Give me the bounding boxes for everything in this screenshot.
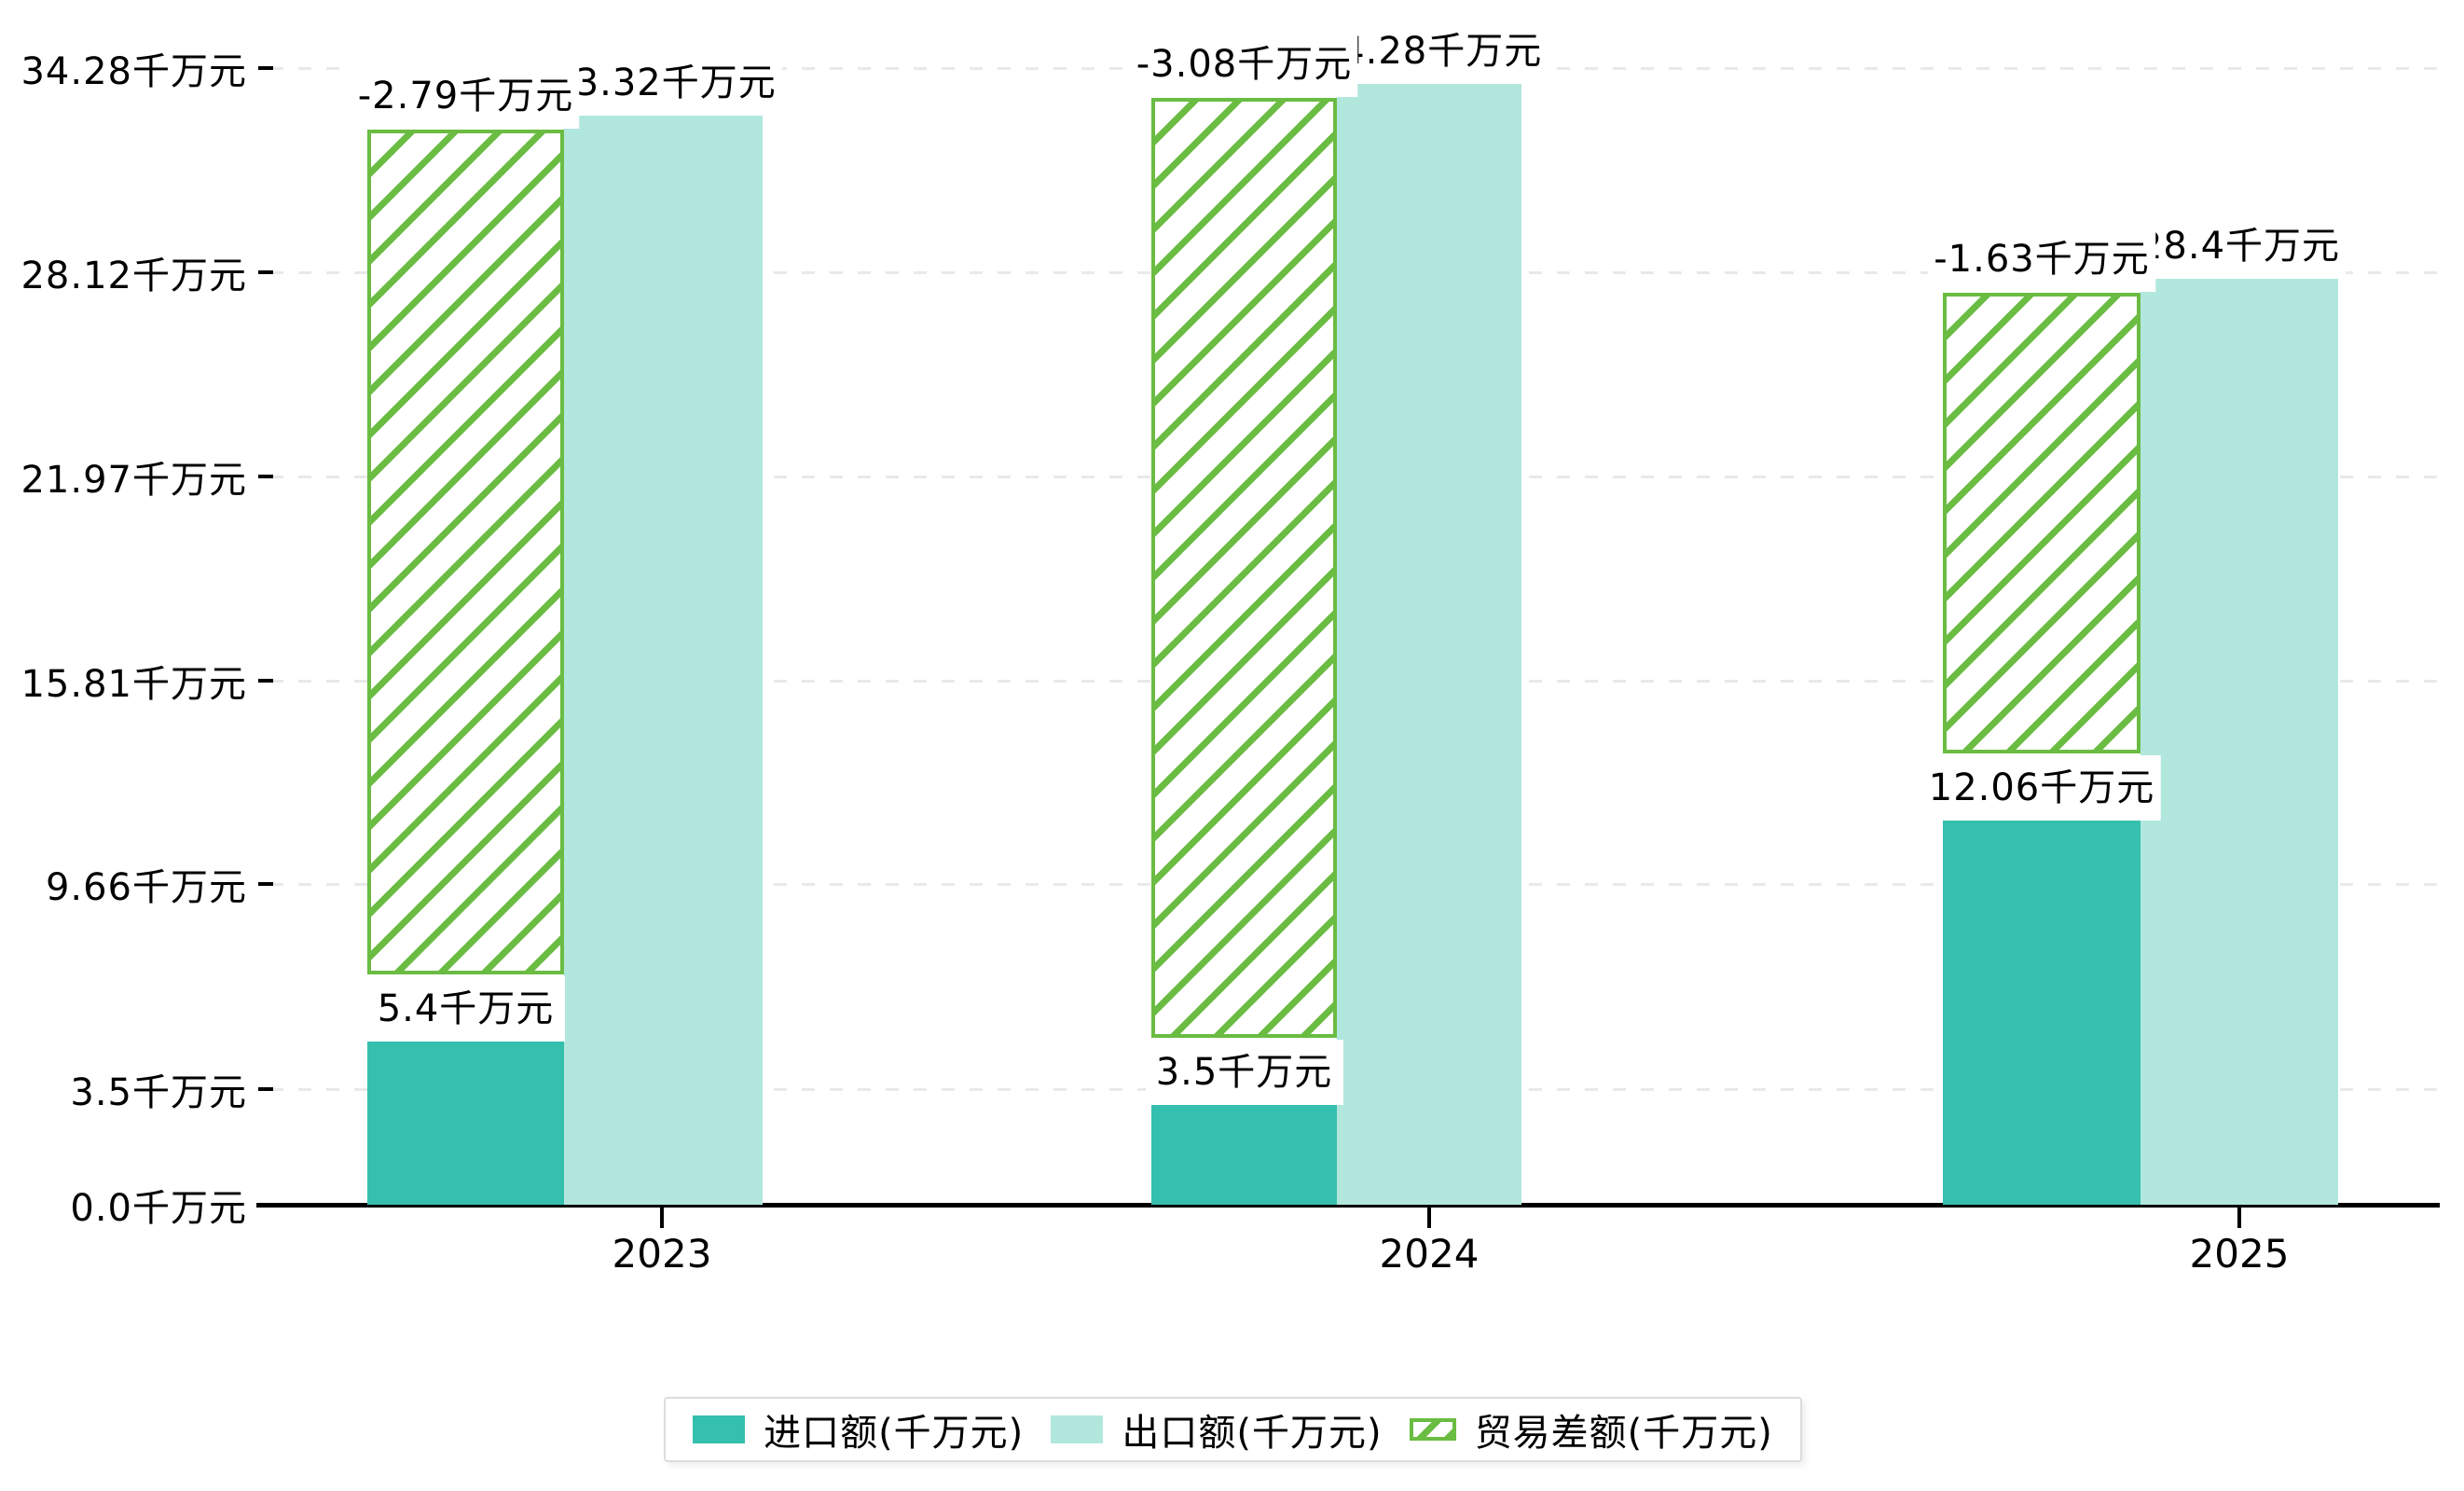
x-axis-line — [256, 1203, 2440, 1208]
legend-item-trade-balance: 贸易差额(千万元) — [1409, 1402, 1773, 1456]
y-tick-mark — [258, 882, 273, 887]
x-axis-tick-label: 2024 — [1379, 1231, 1480, 1277]
export-bar — [1337, 83, 1521, 1205]
import-bar — [1943, 820, 2141, 1205]
x-axis-tick-label: 2025 — [2189, 1231, 2290, 1277]
import-value-label: 12.06千万元 — [1922, 755, 2161, 821]
export-bar — [2141, 278, 2338, 1205]
y-axis-tick-label: 3.5千万元 — [70, 1070, 247, 1114]
x-tick-mark — [1427, 1208, 1431, 1228]
x-axis-tick-label: 2023 — [612, 1231, 712, 1277]
trade-balance-hatch-bar — [1151, 98, 1337, 1038]
trade-balance-value-label: -3.08千万元 — [1130, 32, 1358, 97]
import-bar — [367, 1040, 564, 1205]
import-value-label: 3.5千万元 — [1145, 1039, 1343, 1105]
import-value-label: 5.4千万元 — [366, 975, 565, 1042]
x-tick-mark — [2237, 1208, 2241, 1228]
x-tick-mark — [660, 1208, 664, 1228]
y-axis-tick-label: 28.12千万元 — [21, 255, 247, 298]
y-axis-tick-label: 15.81千万元 — [21, 662, 247, 706]
legend-label-export: 出口额(千万元) — [1122, 1412, 1383, 1455]
legend-label-import: 进口额(千万元) — [764, 1412, 1025, 1455]
export-value-label: 33.32千万元 — [544, 50, 782, 117]
legend-label-trade-balance: 贸易差额(千万元) — [1474, 1412, 1773, 1455]
export-bar — [564, 115, 763, 1205]
legend-item-import: 进口额(千万元) — [693, 1402, 1024, 1456]
y-tick-mark — [258, 1086, 273, 1091]
y-axis-tick-label: 9.66千万元 — [45, 866, 247, 910]
export-color-swatch — [1051, 1415, 1104, 1443]
trade-balance-value-label: -2.79千万元 — [351, 63, 580, 130]
trade-balance-value-label: -1.63千万元 — [1928, 227, 2155, 293]
y-tick-mark — [258, 678, 273, 683]
export-value-label: 28.4千万元 — [2132, 214, 2347, 280]
y-tick-mark — [258, 66, 273, 70]
legend: 进口额(千万元) 出口额(千万元) 贸易差额(千万元) — [664, 1397, 1802, 1462]
trade-balance-hatch-bar — [367, 130, 564, 974]
y-axis-tick-label: 34.28千万元 — [21, 50, 247, 93]
y-tick-mark — [258, 474, 273, 478]
y-tick-mark — [258, 270, 273, 275]
trade-balance-hatch-bar — [1943, 293, 2141, 754]
trade-balance-hatch-swatch — [1409, 1418, 1456, 1441]
import-color-swatch — [693, 1415, 746, 1443]
legend-item-export: 出口额(千万元) — [1051, 1402, 1382, 1456]
y-axis-tick-label: 21.97千万元 — [21, 458, 247, 502]
y-axis-tick-label: 0.0千万元 — [70, 1187, 247, 1230]
import-bar — [1151, 1103, 1337, 1205]
